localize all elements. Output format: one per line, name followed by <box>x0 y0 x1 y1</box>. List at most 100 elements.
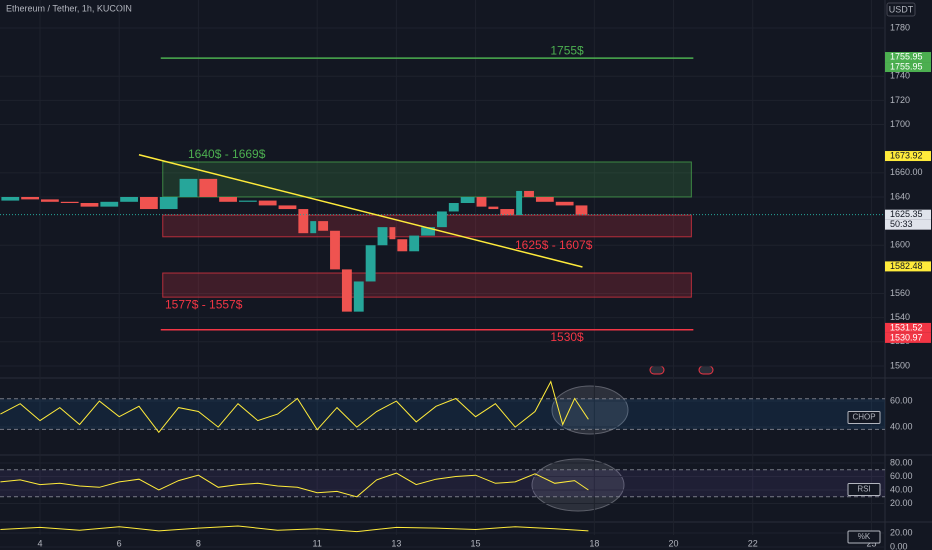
zone-label: 1625$ - 1607$ <box>515 238 593 252</box>
candle <box>421 227 435 236</box>
candle <box>219 196 237 202</box>
candle <box>1 196 20 201</box>
x-tick-label: 22 <box>748 538 758 548</box>
level-label: 1755$ <box>550 43 584 57</box>
price-badge-label: 1582.48 <box>890 261 923 271</box>
candle <box>310 221 317 234</box>
y-tick-label: 1740 <box>890 71 910 81</box>
x-tick-label: 6 <box>117 538 122 548</box>
candle <box>516 190 523 216</box>
price-badge <box>885 332 931 343</box>
price-badge-label: 1530.97 <box>890 332 923 342</box>
currency-box[interactable] <box>886 2 916 17</box>
level-label: 1530$ <box>550 330 584 344</box>
candle <box>555 201 574 206</box>
candle <box>120 196 138 202</box>
candle <box>40 199 59 202</box>
candle <box>389 227 396 240</box>
x-tick-label: 11 <box>313 538 322 548</box>
zone <box>162 272 692 298</box>
y-tick-label: 1700 <box>890 119 910 129</box>
candle <box>80 203 99 207</box>
zone-label: 1640$ - 1669$ <box>188 147 266 161</box>
candle <box>535 196 554 202</box>
candle <box>278 205 297 210</box>
candle <box>409 235 420 252</box>
candle <box>199 178 218 197</box>
band <box>0 469 885 497</box>
y-tick-label: 40.00 <box>890 421 913 431</box>
event-icon[interactable] <box>649 365 665 375</box>
candle <box>159 196 178 210</box>
candle <box>377 227 388 246</box>
y-tick-label: 1640 <box>890 191 910 201</box>
y-tick-label: 1500 <box>890 360 910 370</box>
price-badge <box>885 322 931 333</box>
price-badge <box>885 261 931 272</box>
candle <box>397 239 408 252</box>
candle <box>100 201 119 207</box>
candle <box>448 203 459 212</box>
pane-label-box <box>847 411 881 424</box>
pane-label-box <box>847 530 881 544</box>
highlight <box>551 385 629 435</box>
indicator-line <box>0 380 589 434</box>
x-tick-label: 8 <box>196 538 201 548</box>
x-tick-label: 15 <box>471 538 481 548</box>
y-tick-label: 20.00 <box>890 527 913 537</box>
candle <box>179 178 198 197</box>
pane-label: CHOP <box>852 413 875 422</box>
y-tick-label: 1540 <box>890 312 910 322</box>
candle <box>575 205 588 215</box>
x-tick-label: 20 <box>669 538 679 548</box>
price-badge <box>885 151 931 162</box>
candle <box>21 196 39 200</box>
indicator-line <box>0 472 589 498</box>
candle <box>318 221 329 231</box>
candle <box>460 196 475 204</box>
candle <box>330 230 340 270</box>
y-tick-label: 0.00 <box>890 541 908 550</box>
countdown: 50:33 <box>890 219 913 229</box>
y-tick-label: 60.00 <box>890 395 913 405</box>
y-tick-label: 1660.00 <box>890 167 923 177</box>
candle <box>60 201 79 204</box>
y-tick-label: 60.00 <box>890 471 913 481</box>
candle <box>365 245 376 282</box>
price-badge-label: 1755.95 <box>890 61 923 71</box>
y-tick-label: 1720 <box>890 95 910 105</box>
candle <box>341 269 352 312</box>
indicator-line <box>0 525 589 533</box>
candle <box>476 196 487 207</box>
pane-label: %K <box>858 532 871 541</box>
zone <box>162 214 692 238</box>
y-tick-label: 20.00 <box>890 498 913 508</box>
zone-label: 1577$ - 1557$ <box>165 297 243 311</box>
candle <box>238 200 257 202</box>
x-tick-label: 4 <box>37 538 42 548</box>
candle <box>353 281 364 312</box>
x-tick-label: 13 <box>391 538 401 548</box>
price-badge <box>885 209 931 220</box>
price-badge-label: 1625.35 <box>890 209 923 219</box>
pane-label-box <box>847 483 881 496</box>
x-tick-label: 18 <box>589 538 599 548</box>
price-badge <box>885 62 931 73</box>
currency: USDT <box>889 4 914 14</box>
price-badge-label: 1673.92 <box>890 150 923 160</box>
event-icon[interactable] <box>698 365 714 375</box>
highlight <box>531 458 625 512</box>
y-tick-label: 1560 <box>890 288 910 298</box>
trend-line <box>138 154 583 268</box>
countdown-badge <box>885 219 931 230</box>
candle <box>500 209 515 216</box>
zone <box>162 161 692 198</box>
y-tick-label: 40.00 <box>890 484 913 494</box>
price-badge-label: 1531.52 <box>890 322 923 332</box>
candle <box>139 196 158 210</box>
candle <box>488 206 499 210</box>
price-badge <box>885 52 931 63</box>
chart-title: Ethereum / Tether, 1h, KUCOIN <box>6 3 132 13</box>
candle <box>436 211 447 228</box>
y-tick-label: 1600 <box>890 240 910 250</box>
